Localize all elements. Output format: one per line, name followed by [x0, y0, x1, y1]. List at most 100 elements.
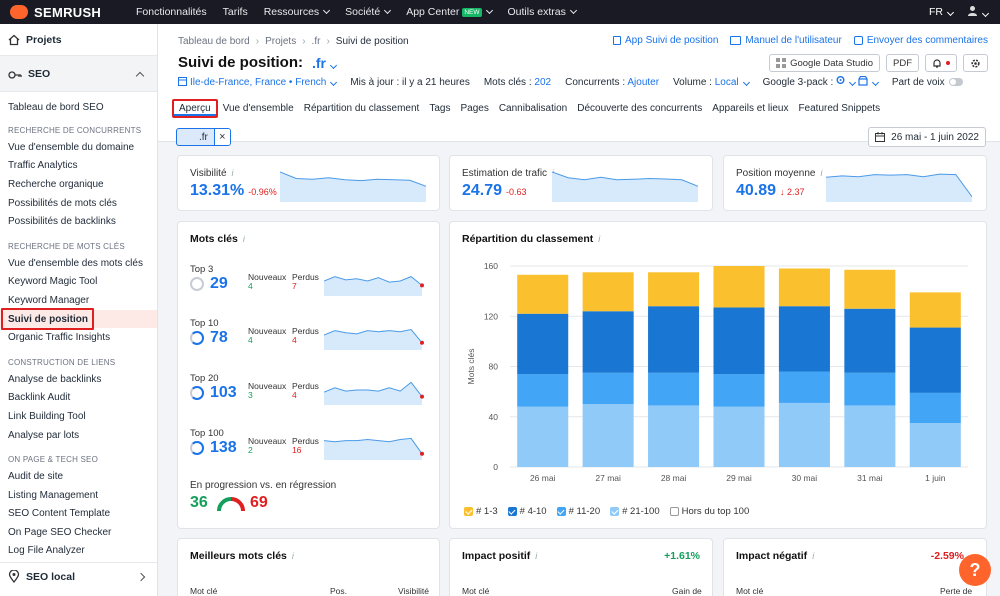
bar-segment[interactable]: [648, 405, 700, 467]
lost-count[interactable]: 4: [292, 390, 297, 400]
bar-segment[interactable]: [909, 392, 961, 424]
info-icon[interactable]: i: [231, 168, 234, 178]
share-of-voice-toggle[interactable]: Part de voix: [892, 77, 963, 88]
top-nav-0[interactable]: Fonctionnalités: [136, 6, 207, 18]
google-data-studio-button[interactable]: Google Data Studio: [769, 54, 880, 72]
bar-segment[interactable]: [582, 272, 634, 312]
toggle-switch[interactable]: [948, 77, 963, 86]
bar-segment[interactable]: [713, 266, 765, 308]
bar-segment[interactable]: [517, 374, 569, 407]
sidebar-item[interactable]: Log File Analyzer: [8, 545, 85, 557]
sidebar-item[interactable]: SEO Content Template: [8, 508, 111, 520]
sidebar-projects[interactable]: Projets: [0, 24, 157, 56]
tab-7[interactable]: Appareils et lieux: [712, 103, 789, 114]
legend-item[interactable]: Hors du top 100: [669, 506, 749, 517]
info-icon[interactable]: i: [535, 551, 538, 561]
bar-segment[interactable]: [582, 311, 634, 373]
send-feedback-link[interactable]: Envoyer des commentaires: [853, 35, 988, 46]
sidebar-seo-group[interactable]: SEO: [0, 56, 157, 92]
tab-1[interactable]: Vue d'ensemble: [222, 103, 294, 114]
info-icon[interactable]: i: [242, 234, 245, 244]
tab-5[interactable]: Cannibalisation: [498, 103, 568, 114]
bar-segment[interactable]: [778, 306, 830, 372]
sidebar-item[interactable]: Keyword Manager: [8, 294, 90, 306]
bar-segment[interactable]: [517, 313, 569, 375]
tab-2[interactable]: Répartition du classement: [303, 103, 420, 114]
sidebar-item[interactable]: Link Building Tool: [8, 410, 86, 422]
legend-item[interactable]: # 4-10: [507, 506, 547, 517]
settings-button[interactable]: [963, 54, 988, 72]
new-count[interactable]: 2: [248, 445, 253, 455]
sidebar-item[interactable]: Suivi de position: [0, 307, 157, 330]
top-nav-5[interactable]: Outils extras: [500, 0, 584, 24]
keyword-row-value[interactable]: 29: [210, 275, 228, 292]
bar-segment[interactable]: [778, 402, 830, 467]
top-nav-3[interactable]: Société: [337, 0, 398, 24]
sidebar-item[interactable]: Organic Traffic Insights: [8, 332, 111, 344]
sidebar-item-dashboard[interactable]: Tableau de bord SEO: [8, 101, 104, 113]
bar-segment[interactable]: [844, 405, 896, 467]
bar-segment[interactable]: [909, 327, 961, 393]
close-icon[interactable]: ×: [213, 129, 230, 145]
sidebar-item[interactable]: Listing Management: [8, 489, 99, 501]
sidebar-item[interactable]: Vue d'ensemble des mots clés: [8, 257, 143, 269]
info-icon[interactable]: i: [291, 551, 294, 561]
bar-segment[interactable]: [713, 406, 765, 467]
sidebar-item[interactable]: Keyword Magic Tool: [8, 276, 98, 288]
keyword-row-value[interactable]: 138: [210, 439, 237, 456]
sidebar-item[interactable]: Possibilités de backlinks: [8, 216, 116, 228]
bar-segment[interactable]: [648, 372, 700, 406]
bar-segment[interactable]: [648, 272, 700, 307]
tab-6[interactable]: Découverte des concurrents: [577, 103, 703, 114]
bar-segment[interactable]: [778, 268, 830, 307]
bar-segment[interactable]: [713, 307, 765, 375]
date-range-picker[interactable]: 26 mai - 1 juin 2022: [868, 127, 986, 147]
tab-3[interactable]: Tags: [429, 103, 451, 114]
bar-segment[interactable]: [844, 372, 896, 406]
info-icon[interactable]: i: [820, 168, 823, 178]
sidebar-item[interactable]: Analyse de backlinks: [8, 373, 102, 385]
new-count[interactable]: 4: [248, 335, 253, 345]
domain-selector[interactable]: .fr: [312, 55, 338, 71]
domain-filter-chip[interactable]: .fr ×: [176, 128, 231, 146]
bar-segment[interactable]: [909, 292, 961, 328]
top-nav-2[interactable]: Ressources: [256, 0, 337, 24]
location-selector[interactable]: Ile-de-France, France • French: [178, 76, 338, 88]
tab-8[interactable]: Featured Snippets: [798, 103, 881, 114]
breadcrumb-item[interactable]: Tableau de bord: [178, 36, 250, 47]
bar-segment[interactable]: [582, 372, 634, 405]
sidebar-item[interactable]: On Page SEO Checker: [8, 526, 112, 538]
tab-0[interactable]: Aperçu: [172, 99, 218, 118]
semrush-logo[interactable]: SEMRUSH: [0, 5, 128, 20]
bar-segment[interactable]: [517, 406, 569, 467]
tab-4[interactable]: Pages: [460, 103, 489, 114]
google-3-pack-filter[interactable]: Google 3-pack :: [763, 75, 879, 88]
bar-segment[interactable]: [648, 306, 700, 373]
bar-segment[interactable]: [517, 274, 569, 314]
legend-item[interactable]: # 21-100: [610, 506, 660, 517]
sidebar-item[interactable]: Vue d'ensemble du domaine: [8, 141, 135, 153]
keyword-row-value[interactable]: 103: [210, 384, 237, 401]
language-selector[interactable]: FR: [929, 6, 955, 18]
legend-item[interactable]: # 1-3: [464, 506, 498, 517]
keywords-count[interactable]: Mots clés : 202: [483, 76, 552, 88]
pdf-button[interactable]: PDF: [886, 54, 919, 72]
bar-segment[interactable]: [582, 404, 634, 467]
info-icon[interactable]: i: [812, 551, 815, 561]
new-count[interactable]: 3: [248, 390, 253, 400]
bar-segment[interactable]: [844, 269, 896, 309]
position-tracking-app-link[interactable]: App Suivi de position: [613, 35, 718, 46]
bar-segment[interactable]: [778, 371, 830, 403]
notifications-button[interactable]: [925, 54, 957, 72]
sidebar-item[interactable]: Possibilités de mots clés: [8, 197, 117, 209]
sidebar-item[interactable]: Backlink Audit: [8, 392, 71, 404]
bar-segment[interactable]: [844, 308, 896, 373]
sidebar-item[interactable]: Recherche organique: [8, 178, 104, 190]
help-button[interactable]: ?: [959, 554, 991, 586]
keyword-row-value[interactable]: 78: [210, 329, 228, 346]
sidebar-seo-local[interactable]: SEO local: [0, 562, 157, 590]
volume-filter[interactable]: Volume : Local: [673, 77, 750, 88]
user-manual-link[interactable]: Manuel de l'utilisateur: [730, 35, 842, 46]
bar-segment[interactable]: [909, 423, 961, 467]
sidebar-item[interactable]: Audit de site: [8, 471, 64, 483]
